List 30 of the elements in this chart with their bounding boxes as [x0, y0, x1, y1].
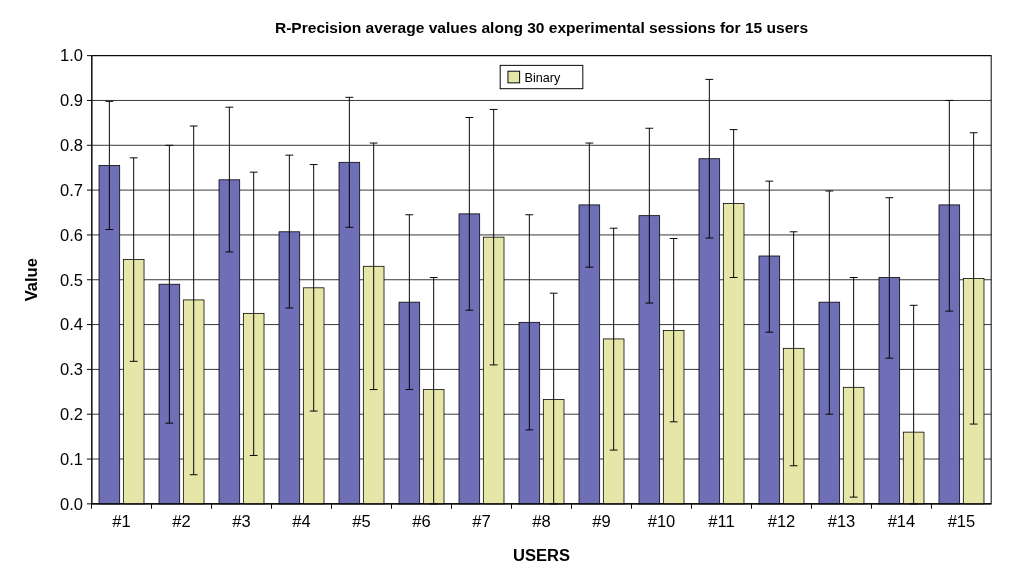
- x-tick-label: #6: [412, 512, 431, 532]
- y-tick-label: 0.5: [60, 270, 84, 290]
- legend-label: Binary: [524, 70, 561, 85]
- y-tick-label: 0.2: [60, 405, 84, 424]
- x-tick-label: #11: [708, 512, 735, 532]
- x-tick-label: #8: [532, 512, 551, 532]
- y-tick-label: 0.7: [60, 180, 84, 200]
- x-tick-label: #9: [592, 512, 611, 532]
- x-tick-label: #15: [947, 512, 976, 532]
- x-tick-label: #1: [112, 512, 131, 532]
- y-tick-label: 0.6: [60, 225, 84, 245]
- x-tick-label: #13: [827, 512, 856, 532]
- y-tick-label: 0.1: [60, 449, 84, 469]
- y-tick-label: 0.0: [60, 494, 84, 514]
- chart-title: R-Precision average values along 30 experimental sessions for 15 users: [274, 19, 809, 37]
- x-tick-label: #14: [887, 512, 916, 532]
- x-tick-label: #4: [292, 512, 311, 532]
- x-axis-title: USERS: [513, 546, 570, 566]
- y-tick-label: 0.8: [60, 136, 84, 156]
- x-tick-label: #3: [232, 512, 251, 532]
- y-tick-label: 0.4: [60, 315, 84, 335]
- y-tick-label: 0.3: [60, 360, 84, 380]
- x-tick-label: #10: [647, 512, 676, 532]
- x-tick-label: #2: [172, 512, 191, 532]
- y-tick-label: 0.9: [60, 91, 84, 111]
- y-axis-title: Value: [22, 258, 42, 302]
- x-tick-label: #7: [472, 512, 491, 532]
- x-tick-label: #12: [767, 512, 796, 532]
- y-tick-label: 1.0: [60, 46, 84, 66]
- x-tick-label: #5: [352, 512, 371, 532]
